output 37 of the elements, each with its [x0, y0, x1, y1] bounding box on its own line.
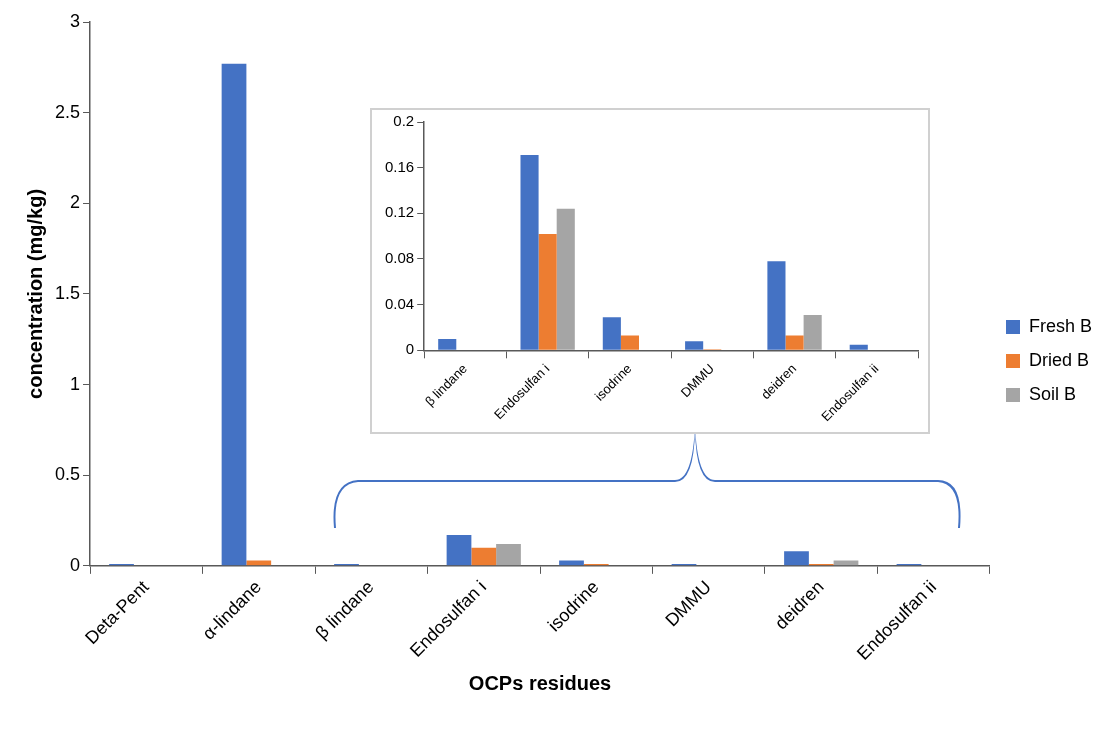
- bar: [520, 155, 539, 350]
- legend-label: Fresh B: [1028, 315, 1093, 336]
- legend-label: Soil B: [1028, 383, 1077, 404]
- bar: [785, 335, 804, 350]
- bar: [767, 261, 786, 350]
- bar: [620, 335, 639, 350]
- bar: [784, 551, 809, 566]
- bar: [849, 344, 868, 350]
- bar: [803, 314, 822, 350]
- y-tick-label: 2.5: [54, 101, 81, 122]
- bar: [602, 317, 621, 350]
- bar: [221, 63, 247, 566]
- y-tick-label: 3: [70, 10, 81, 31]
- bar: [559, 560, 584, 566]
- x-axis-title: OCPs residues: [468, 671, 612, 694]
- y-axis-title: concentration (mg/kg): [23, 188, 46, 399]
- y-tick-label: 0.08: [384, 249, 415, 267]
- y-tick-label: 0: [70, 554, 81, 575]
- y-tick-label: 0.12: [384, 203, 415, 221]
- bar: [446, 535, 472, 566]
- y-tick-label: 0.04: [384, 294, 415, 312]
- bar: [246, 560, 272, 566]
- y-tick-label: 1: [70, 373, 81, 394]
- y-tick-label: 0.2: [393, 112, 415, 130]
- bar: [538, 233, 557, 350]
- bar: [496, 544, 521, 566]
- y-tick-label: 0.5: [54, 464, 81, 485]
- y-tick-label: 0: [405, 340, 415, 358]
- bar: [471, 547, 497, 566]
- y-tick-label: 2: [70, 192, 81, 213]
- bar: [556, 208, 575, 350]
- bar: [685, 341, 704, 350]
- y-tick-label: 1.5: [54, 282, 81, 303]
- bar: [833, 560, 859, 566]
- bar: [438, 338, 457, 350]
- y-tick-label: 0.16: [384, 157, 415, 175]
- legend-label: Dried B: [1028, 349, 1090, 370]
